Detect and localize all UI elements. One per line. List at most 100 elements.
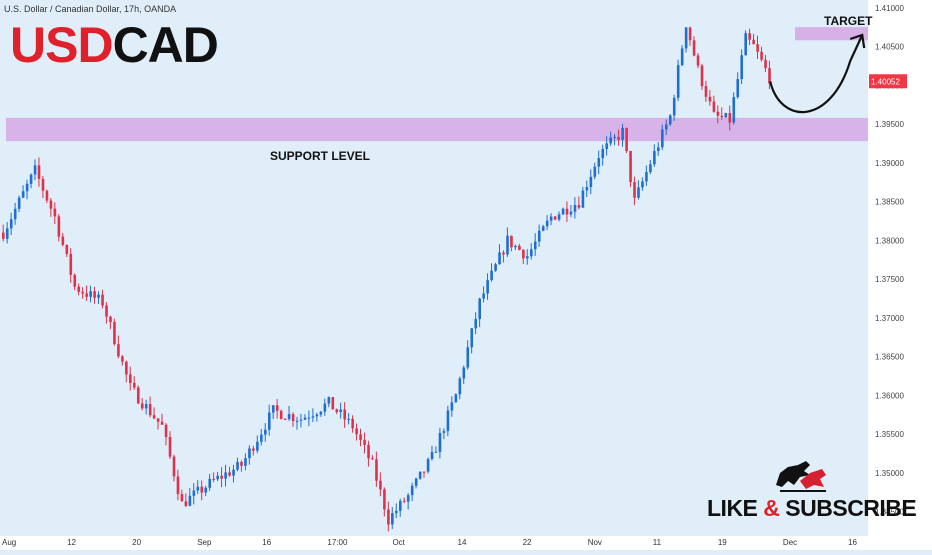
candle: [406, 493, 410, 510]
candle: [605, 136, 609, 156]
candle: [692, 36, 696, 57]
y-tick-label: 1.35000: [875, 469, 904, 478]
candle: [466, 340, 470, 370]
candle: [664, 119, 668, 135]
candle: [283, 418, 287, 420]
candle: [553, 215, 557, 221]
candle: [565, 201, 569, 222]
y-tick-label: 1.39500: [875, 120, 904, 129]
candle: [339, 402, 343, 419]
candle: [458, 376, 462, 400]
candle: [307, 410, 311, 427]
x-tick-label: 11: [653, 538, 662, 547]
candle: [212, 472, 216, 483]
candle: [73, 273, 77, 291]
candle: [684, 27, 688, 53]
candle: [478, 297, 481, 328]
candle: [506, 227, 509, 257]
last-price-marker: [869, 74, 907, 89]
x-tick-label: Nov: [588, 538, 602, 547]
candle: [510, 235, 513, 252]
candle: [267, 404, 271, 436]
candle: [240, 460, 243, 472]
candle: [220, 467, 223, 488]
y-tick-label: 1.41000: [875, 4, 904, 13]
candle: [327, 396, 331, 408]
candle: [641, 177, 644, 191]
candle: [422, 471, 426, 478]
candle: [399, 498, 402, 517]
candle: [676, 59, 680, 102]
candle: [462, 365, 466, 384]
candle: [343, 402, 347, 428]
candle: [430, 445, 434, 461]
candle: [156, 418, 160, 430]
candle: [256, 435, 259, 454]
candle: [438, 427, 442, 459]
candle: [77, 283, 81, 296]
projection-arrow-head: [849, 33, 866, 49]
candle: [597, 150, 601, 175]
x-tick-label: 22: [523, 538, 532, 547]
candle: [81, 287, 84, 299]
candle: [395, 503, 398, 519]
projection-arrow: [769, 34, 864, 114]
candle: [446, 405, 450, 437]
candle: [264, 423, 267, 442]
logo-usd: USD: [10, 17, 114, 73]
candle: [168, 431, 172, 459]
candle: [125, 360, 128, 383]
candle: [323, 398, 327, 416]
candle: [204, 485, 208, 497]
candle: [85, 285, 88, 301]
candle: [585, 180, 589, 198]
candle: [89, 285, 92, 303]
target-label: TARGET: [824, 14, 873, 28]
candle: [133, 376, 136, 390]
candle: [589, 169, 593, 195]
candle: [117, 335, 120, 359]
candle: [41, 176, 45, 199]
candle: [569, 205, 573, 218]
candle: [13, 202, 17, 225]
candle: [533, 233, 537, 256]
candle: [160, 413, 164, 425]
candle: [720, 107, 724, 120]
y-tick-label: 1.35500: [875, 430, 904, 439]
candle: [93, 286, 96, 304]
candle: [144, 399, 148, 415]
candle: [748, 28, 751, 46]
candle: [537, 224, 541, 247]
candle: [5, 222, 9, 244]
candle: [105, 302, 108, 324]
candle: [760, 46, 763, 62]
candle: [375, 451, 378, 487]
candle: [53, 202, 57, 225]
candle: [672, 94, 676, 121]
candle: [617, 129, 620, 146]
candle: [65, 244, 69, 258]
candle: [359, 428, 362, 447]
candle: [700, 63, 704, 90]
candle: [561, 207, 565, 215]
candle: [371, 455, 374, 461]
candle: [526, 249, 529, 265]
candle: [712, 95, 716, 113]
candle: [287, 405, 291, 421]
candle: [736, 72, 740, 99]
candle: [486, 273, 489, 300]
candle: [172, 454, 176, 482]
candle: [522, 249, 525, 264]
candle: [661, 124, 664, 151]
candle: [410, 482, 414, 502]
candle: [176, 469, 180, 501]
candle: [688, 26, 692, 46]
candle: [383, 487, 386, 517]
candle: [37, 157, 41, 187]
last-price-label: 1.40052: [871, 77, 900, 86]
candle: [188, 488, 192, 507]
candle: [434, 446, 438, 453]
candle: [418, 471, 422, 480]
candle: [69, 248, 73, 283]
candle: [530, 243, 533, 260]
